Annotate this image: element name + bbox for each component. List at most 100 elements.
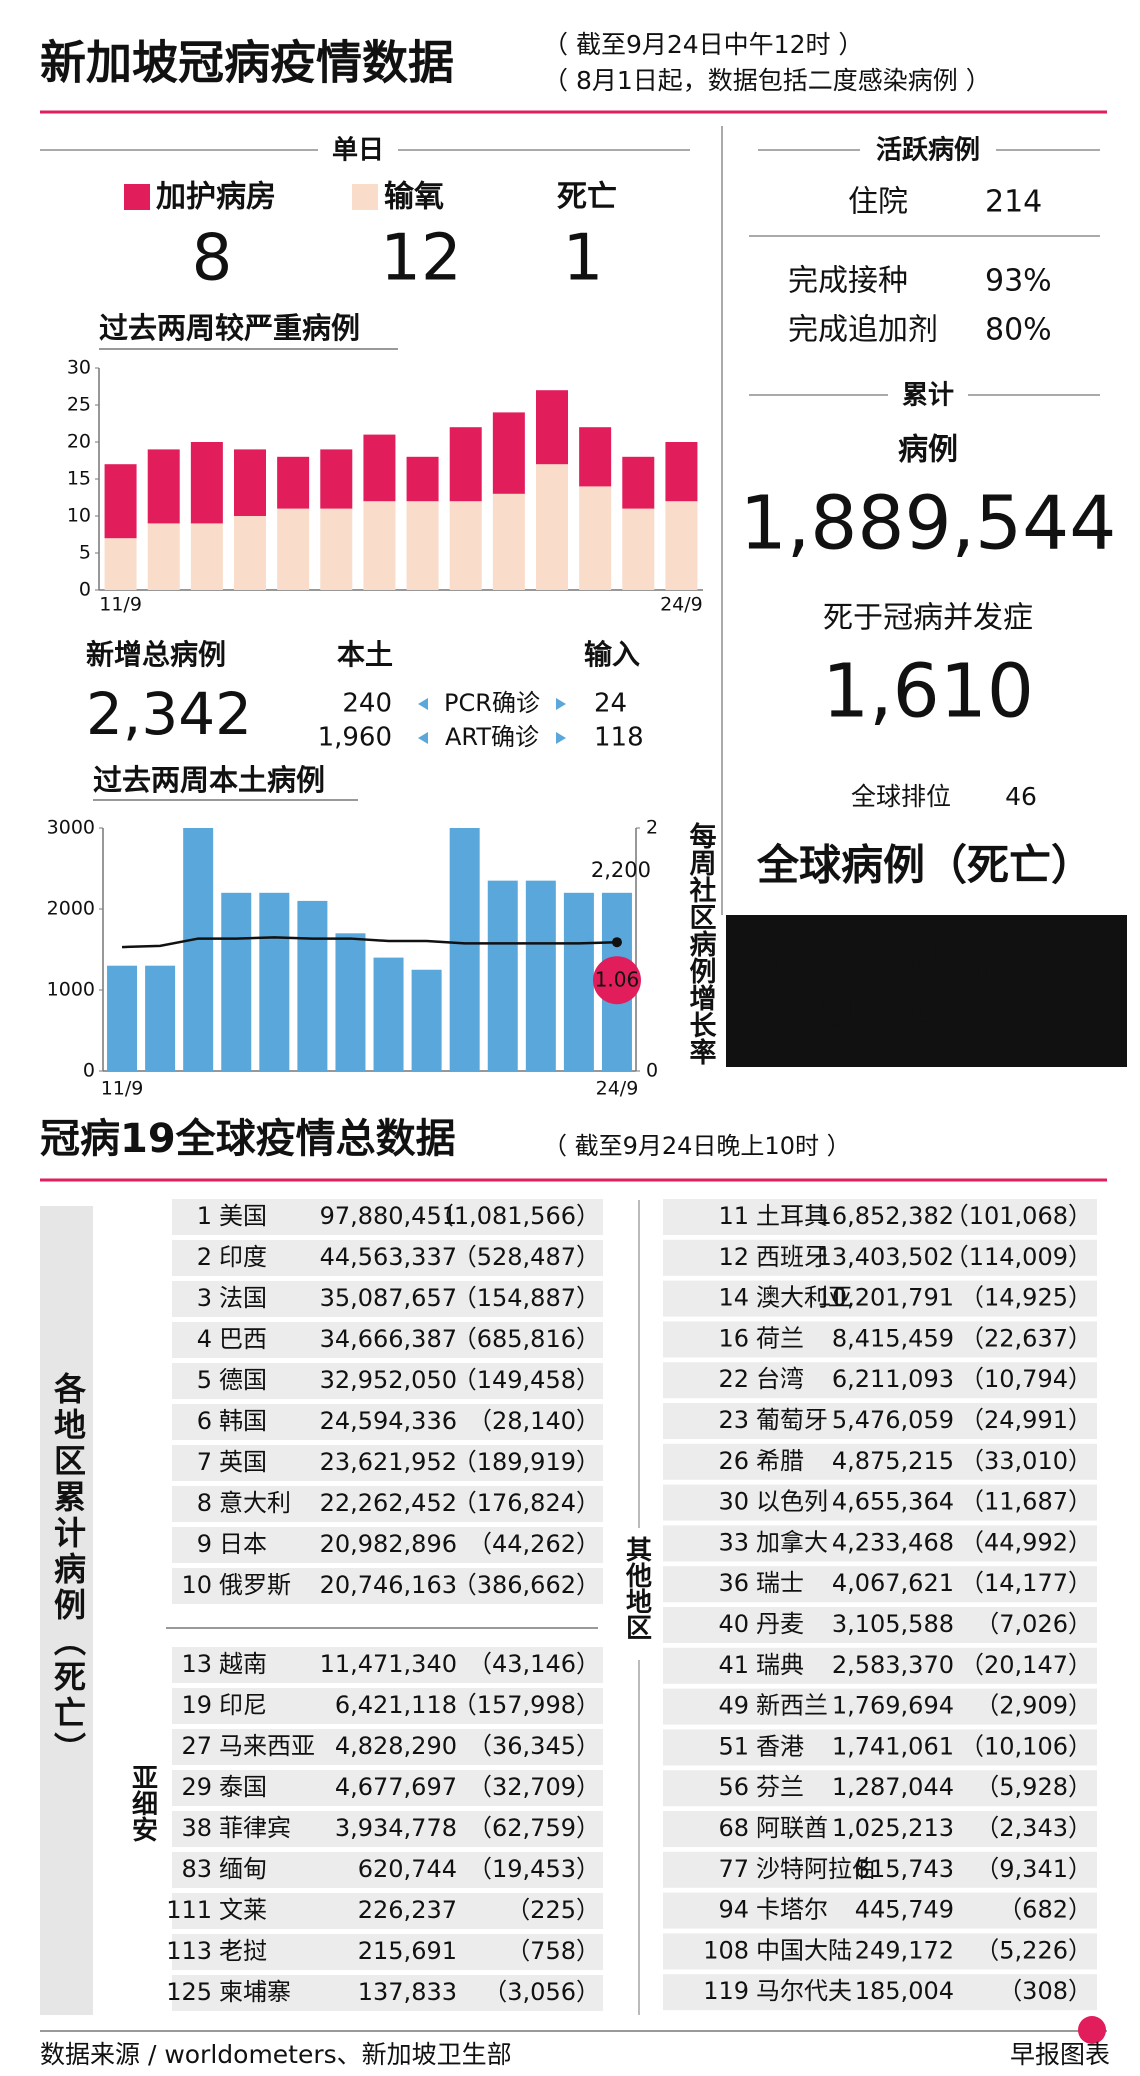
row-background [172, 1445, 603, 1481]
cases: 35,087,657 [320, 1284, 457, 1312]
rank: 1 [197, 1202, 212, 1230]
y-tick-label: 15 [67, 468, 91, 490]
cases: 5,476,059 [832, 1406, 954, 1434]
bar-segment [104, 538, 137, 590]
deaths: （225） [506, 1896, 600, 1924]
deaths: （154,887） [453, 1284, 600, 1312]
label: ART确诊 [445, 723, 539, 751]
rank: 36 [718, 1569, 749, 1597]
bar-segment [449, 501, 482, 590]
arrow [418, 732, 428, 744]
bar-segment [190, 442, 223, 524]
region: 瑞典 [756, 1651, 804, 1679]
region: 香港 [756, 1732, 804, 1760]
rank: 30 [718, 1488, 749, 1516]
label: 输入 [584, 638, 640, 671]
row-background [663, 1239, 1097, 1276]
bar-segment [622, 456, 655, 509]
bar [487, 880, 518, 1071]
row-background [663, 1199, 1097, 1235]
rank: 7 [197, 1448, 212, 1476]
row-background [663, 1974, 1097, 2011]
bar [221, 892, 252, 1071]
bar [411, 969, 442, 1071]
row-background [172, 1281, 603, 1317]
rank: 5 [197, 1366, 212, 1394]
rank: 16 [718, 1324, 749, 1352]
region: 丹麦 [756, 1610, 804, 1638]
deaths: （9,341） [975, 1855, 1092, 1883]
label: 完成追加剂 [788, 313, 938, 348]
region: 柬埔寨 [219, 1978, 291, 2006]
region: 葡萄牙 [756, 1406, 828, 1434]
rank: 40 [718, 1610, 749, 1638]
rank: 56 [718, 1773, 749, 1801]
deaths: （308） [998, 1977, 1092, 2005]
cases: 1,287,044 [832, 1773, 954, 1801]
bar-segment [665, 501, 698, 590]
deaths: （1,081,566） [430, 1202, 600, 1230]
row-background [172, 1893, 603, 1929]
deaths: （5,226） [975, 1936, 1092, 1964]
big-number: 2,342 [86, 680, 252, 748]
rank: 19 [181, 1691, 212, 1719]
bar [183, 828, 214, 1071]
region: 巴西 [219, 1325, 267, 1353]
rank: 51 [718, 1732, 749, 1760]
x-tick-label: 24/9 [660, 594, 703, 616]
value: 93% [985, 264, 1052, 299]
legend-label: 加护病房 [156, 180, 276, 215]
rank: 4 [197, 1325, 212, 1353]
value: 80% [985, 313, 1052, 348]
row-background [172, 1363, 603, 1399]
point [611, 937, 622, 948]
big-number: 619,846,275 [764, 934, 1087, 988]
label: PCR确诊 [444, 689, 540, 717]
bar-segment [104, 464, 137, 539]
title: 新加坡冠病疫情数据 [40, 36, 454, 90]
cases: 4,828,290 [335, 1732, 457, 1760]
bar [145, 965, 176, 1071]
bar-segment [363, 501, 396, 590]
bar-segment [234, 449, 266, 516]
note: （ 8月1日起，数据包括二度感染病例 ） [543, 66, 991, 95]
label: 本土 [337, 638, 393, 671]
x-tick-label: 24/9 [596, 1078, 639, 1100]
region: 芬兰 [756, 1773, 804, 1801]
region: 美国 [219, 1202, 267, 1230]
deaths: （682） [998, 1896, 1092, 1924]
footer-credit: 早报图表 [1010, 2040, 1110, 2069]
region: 新西兰 [756, 1692, 828, 1720]
deaths: （33,010） [960, 1447, 1092, 1475]
rank: 77 [718, 1855, 749, 1883]
cases: 4,677,697 [335, 1773, 457, 1801]
side-label: 各地区累计病例（死亡） [49, 1371, 87, 1768]
label: 全球病例（死亡） [756, 841, 1093, 890]
region: 日本 [219, 1530, 267, 1558]
rank: 9 [197, 1530, 212, 1558]
daily-value: 8 [192, 222, 233, 296]
title: 冠病19全球疫情总数据 [40, 1116, 456, 1162]
region: 老挝 [219, 1937, 267, 1965]
y2-tick-label: 2 [646, 817, 658, 839]
bar [335, 933, 366, 1071]
region: 韩国 [219, 1407, 267, 1435]
region: 土耳其 [756, 1202, 828, 1230]
value-label: 1.06 [595, 968, 640, 992]
deaths: （3,056） [483, 1978, 600, 2006]
label: 新增总病例 [86, 638, 226, 671]
number: 1,960 [318, 723, 392, 753]
row-background [172, 1240, 603, 1276]
cases: 185,004 [855, 1977, 954, 2005]
cases: 445,749 [855, 1896, 954, 1924]
cases: 4,875,215 [832, 1447, 954, 1475]
footer-source: 数据来源 / worldometers、新加坡卫生部 [40, 2040, 512, 2069]
deaths: （758） [506, 1937, 600, 1965]
bar [525, 880, 556, 1071]
value: 46 [1005, 782, 1037, 811]
bar-segment [234, 516, 266, 590]
rank: 2 [197, 1243, 212, 1271]
region: 瑞士 [756, 1569, 804, 1597]
bar-segment [406, 456, 439, 502]
